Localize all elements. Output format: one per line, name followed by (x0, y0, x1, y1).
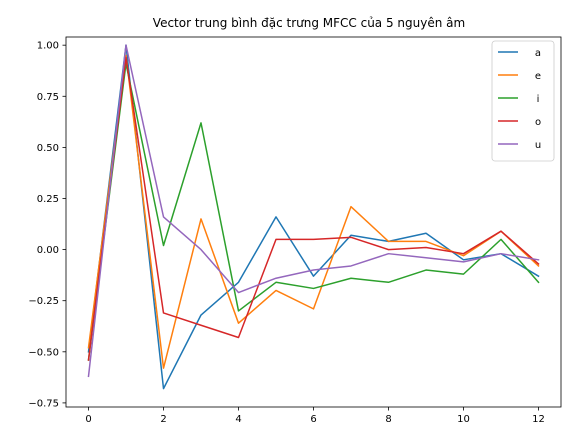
series-line-o (87, 56, 540, 361)
series-line-a (87, 44, 540, 390)
y-tick-label: 1.00 (37, 41, 59, 52)
y-tick-label: −0.75 (28, 398, 59, 409)
x-tick-label: 12 (532, 414, 545, 425)
x-tick-label: 4 (235, 414, 241, 425)
series-line-u (87, 44, 540, 378)
legend-label-i: i (537, 94, 540, 105)
y-tick-label: −0.25 (28, 296, 59, 307)
x-tick-label: 8 (385, 414, 391, 425)
x-tick-label: 6 (310, 414, 316, 425)
y-tick-label: 0.00 (37, 245, 59, 256)
plot-area: 0 2 4 6 8 10 12 −0.75 −0.50 −0.25 0.00 0.25 0.50 0.75… (28, 36, 562, 425)
x-tick-label: 2 (160, 414, 166, 425)
legend-label-u: u (535, 140, 541, 151)
legend-label-o: o (535, 117, 541, 128)
chart-title: Vector trung bình đặc trưng MFCC của 5 n… (153, 16, 465, 30)
x-tick-label: 0 (85, 414, 91, 425)
legend-box (491, 40, 555, 162)
axes-frame (65, 36, 562, 408)
y-tick-label: 0.25 (37, 194, 59, 205)
legend-label-a: a (535, 48, 541, 59)
series-line-i (87, 62, 540, 361)
legend: a e i o u (491, 40, 555, 162)
x-tick-label: 10 (457, 414, 470, 425)
legend-label-e: e (535, 71, 541, 82)
series-line-e (87, 54, 540, 369)
y-tick-label: 0.50 (37, 143, 59, 154)
y-tick-label: 0.75 (37, 92, 59, 103)
y-tick-label: −0.50 (28, 347, 59, 358)
